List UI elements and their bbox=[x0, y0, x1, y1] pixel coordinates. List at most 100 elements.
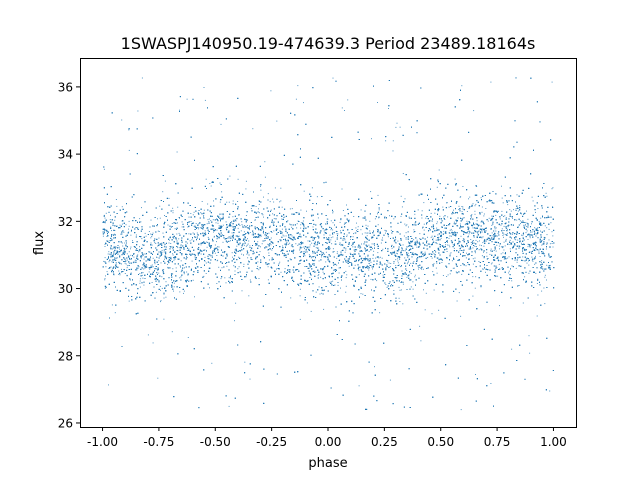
data-point bbox=[259, 251, 261, 253]
data-point bbox=[128, 262, 130, 264]
data-point bbox=[262, 214, 264, 216]
data-point bbox=[502, 202, 504, 204]
data-point bbox=[296, 227, 298, 229]
data-point bbox=[205, 178, 207, 180]
data-point bbox=[467, 263, 469, 265]
data-point bbox=[230, 240, 231, 242]
data-point bbox=[180, 271, 182, 273]
data-point bbox=[336, 264, 338, 266]
data-point bbox=[454, 178, 456, 180]
data-point bbox=[218, 233, 220, 235]
data-point bbox=[377, 102, 378, 103]
data-point bbox=[287, 270, 288, 271]
data-point bbox=[472, 295, 474, 297]
data-point bbox=[345, 259, 347, 261]
data-point bbox=[476, 249, 477, 250]
data-point bbox=[242, 225, 244, 227]
data-point bbox=[276, 268, 277, 270]
data-point bbox=[505, 222, 507, 224]
data-point bbox=[332, 211, 334, 213]
data-point bbox=[246, 225, 248, 226]
data-point bbox=[505, 234, 507, 236]
data-point bbox=[183, 292, 184, 294]
data-point bbox=[436, 227, 438, 229]
data-point bbox=[281, 231, 283, 233]
data-point bbox=[462, 206, 464, 208]
data-point bbox=[211, 362, 213, 364]
data-point bbox=[515, 267, 517, 269]
data-point bbox=[221, 191, 223, 193]
data-point bbox=[291, 226, 293, 228]
data-point bbox=[423, 289, 424, 291]
data-point bbox=[143, 284, 145, 286]
data-point bbox=[344, 110, 345, 111]
data-point bbox=[113, 233, 115, 235]
data-point bbox=[446, 276, 448, 277]
data-point bbox=[176, 233, 178, 235]
data-point bbox=[413, 231, 415, 233]
data-point bbox=[481, 245, 482, 247]
data-point bbox=[453, 223, 455, 225]
data-point bbox=[481, 206, 483, 208]
data-point bbox=[329, 247, 331, 249]
data-point bbox=[498, 263, 500, 265]
data-point bbox=[213, 235, 215, 237]
data-point bbox=[508, 272, 510, 274]
data-point bbox=[315, 271, 317, 273]
data-point bbox=[365, 250, 367, 251]
data-point bbox=[248, 229, 250, 231]
data-point bbox=[476, 186, 478, 187]
data-point bbox=[309, 277, 311, 278]
data-point bbox=[346, 204, 347, 206]
data-point bbox=[494, 235, 496, 237]
data-point bbox=[318, 274, 320, 276]
data-point bbox=[373, 250, 375, 252]
data-point bbox=[179, 109, 180, 111]
data-point bbox=[356, 222, 357, 224]
data-point bbox=[284, 216, 286, 218]
data-point bbox=[490, 250, 492, 252]
data-point bbox=[348, 260, 350, 262]
data-point bbox=[495, 230, 497, 232]
data-point bbox=[353, 252, 355, 254]
data-point bbox=[423, 253, 425, 255]
data-point bbox=[105, 212, 107, 214]
data-point bbox=[527, 234, 529, 236]
data-point bbox=[318, 236, 320, 238]
data-point bbox=[321, 268, 323, 270]
data-point bbox=[485, 208, 487, 209]
data-point bbox=[315, 237, 317, 238]
data-point bbox=[213, 228, 215, 230]
data-point bbox=[303, 190, 305, 192]
data-point bbox=[456, 256, 458, 257]
data-point bbox=[186, 255, 187, 257]
data-point bbox=[540, 230, 541, 232]
data-point bbox=[330, 237, 332, 239]
data-point bbox=[397, 262, 399, 264]
data-point bbox=[297, 85, 299, 87]
data-point bbox=[502, 247, 504, 249]
data-point bbox=[104, 217, 106, 219]
data-point bbox=[345, 222, 347, 224]
data-point bbox=[399, 289, 401, 291]
data-point bbox=[506, 232, 508, 234]
data-point bbox=[280, 187, 282, 189]
data-point bbox=[297, 220, 299, 222]
data-point bbox=[374, 366, 375, 368]
data-point bbox=[517, 210, 519, 212]
data-point bbox=[183, 226, 185, 228]
data-point bbox=[475, 239, 477, 241]
data-point bbox=[263, 196, 264, 198]
data-point bbox=[295, 212, 297, 213]
data-point bbox=[118, 270, 120, 272]
data-point bbox=[299, 251, 301, 253]
data-point bbox=[121, 242, 123, 244]
data-point bbox=[249, 279, 251, 281]
data-point bbox=[432, 242, 434, 243]
data-point bbox=[333, 263, 335, 265]
data-point bbox=[281, 228, 283, 230]
data-point bbox=[431, 235, 433, 237]
data-point bbox=[332, 222, 334, 224]
data-point bbox=[431, 313, 433, 315]
data-point bbox=[440, 235, 441, 237]
